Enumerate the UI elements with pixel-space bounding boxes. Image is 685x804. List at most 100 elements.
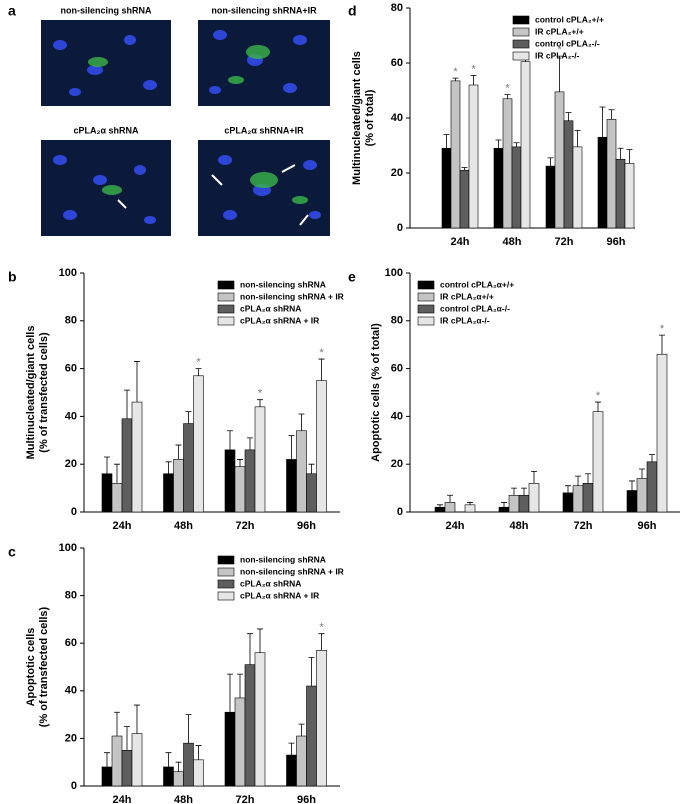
error-bar (556, 55, 563, 92)
error-bar (495, 139, 502, 149)
legend-swatch (217, 280, 235, 290)
bar (450, 80, 461, 229)
significance-mark: * (471, 63, 476, 75)
y-tick-label: 100 (59, 542, 77, 554)
x-tick-label: 96h (297, 520, 316, 532)
error-bar (437, 504, 443, 508)
error-bar (521, 487, 527, 496)
y-axis-label: Multinucleated/giant cells (25, 326, 37, 460)
y-tick-label: 60 (65, 363, 77, 375)
error-bar (114, 463, 120, 484)
bar (183, 423, 194, 513)
x-tick-label: 24h (113, 520, 132, 532)
error-bar (461, 167, 468, 171)
bar (296, 735, 307, 787)
bar (111, 483, 123, 513)
x-tick-label: 24h (113, 794, 132, 804)
error-bar (531, 470, 537, 484)
legend-swatch (217, 304, 235, 314)
bar (572, 485, 584, 513)
x-tick-label: 24h (451, 236, 470, 248)
panel-letter: e (348, 269, 356, 285)
legend-swatch (417, 280, 435, 290)
error-bar (247, 633, 253, 665)
bar (296, 430, 307, 513)
error-bar (114, 711, 120, 737)
bar (626, 490, 638, 513)
y-tick-label: 60 (391, 57, 403, 69)
legend-label: non-silencing shRNA (240, 279, 326, 289)
x-tick-label: 96h (297, 794, 316, 804)
bar (615, 158, 626, 229)
y-axis-label: (% of transfected cells) (38, 606, 50, 727)
error-bar (288, 742, 295, 756)
x-tick-label: 48h (174, 794, 193, 804)
bar (163, 766, 174, 787)
bar (111, 735, 123, 787)
bar (244, 664, 256, 787)
legend-swatch (417, 316, 435, 326)
error-bar (595, 401, 601, 412)
bar (224, 711, 236, 787)
legend-label: control cPLA₂+/+ (535, 14, 604, 24)
y-tick-label: 0 (71, 506, 77, 518)
bar (234, 466, 246, 513)
error-bar (247, 437, 253, 450)
bar (508, 494, 520, 513)
legend-swatch (417, 304, 435, 314)
bar (563, 120, 574, 229)
bar (244, 449, 256, 513)
y-tick-label: 80 (65, 590, 77, 602)
error-bar (195, 368, 202, 376)
significance-mark: * (258, 388, 263, 400)
error-bar (308, 657, 315, 687)
legend-label: cPLA₂α shRNA (240, 303, 301, 313)
bar (234, 697, 246, 787)
error-bar (447, 494, 453, 503)
x-tick-label: 72h (236, 520, 255, 532)
y-tick-label: 0 (397, 506, 403, 518)
error-bar (175, 444, 182, 460)
y-tick-label: 100 (385, 267, 403, 279)
legend-swatch (512, 27, 530, 37)
legend-label: control cPLA₂α+/+ (440, 279, 514, 289)
significance-mark: * (596, 390, 601, 402)
bar (545, 165, 556, 229)
micrograph-caption: non-silencing shRNA+IR (211, 5, 317, 15)
bar (121, 749, 133, 787)
bar (624, 163, 635, 229)
error-bar (626, 149, 633, 164)
error-bar (452, 77, 459, 81)
error-bar (124, 726, 130, 751)
bar (520, 61, 531, 229)
error-bar (565, 112, 572, 121)
error-bar (257, 399, 263, 407)
x-tick-label: 72h (555, 236, 574, 248)
micrographs (41, 20, 330, 236)
legend-label: IR cPLA₂+/+ (535, 26, 584, 36)
y-axis-label: Apoptotic cells (25, 628, 37, 707)
bar (254, 652, 266, 787)
bar (493, 147, 504, 229)
error-bar (175, 761, 182, 772)
bar (646, 461, 658, 513)
y-axis-label: (% of transfected cells) (38, 332, 50, 453)
y-tick-label: 60 (391, 363, 403, 375)
error-bar (565, 485, 571, 493)
bar (464, 504, 476, 513)
cytoplasm-stain (88, 45, 308, 204)
bar (306, 473, 317, 513)
x-tick-label: 48h (174, 520, 193, 532)
y-tick-label: 40 (391, 112, 403, 124)
y-tick-label: 80 (391, 315, 403, 327)
y-tick-label: 40 (391, 410, 403, 422)
error-bar (608, 109, 615, 120)
legend-label: IR cPLA₂α-/- (440, 315, 490, 325)
error-bar (467, 502, 473, 505)
significance-mark: * (319, 347, 324, 359)
panel-letter: d (348, 3, 357, 19)
error-bar (104, 456, 110, 474)
legend-swatch (217, 316, 235, 326)
y-tick-label: 20 (391, 167, 403, 179)
bar (306, 685, 317, 787)
